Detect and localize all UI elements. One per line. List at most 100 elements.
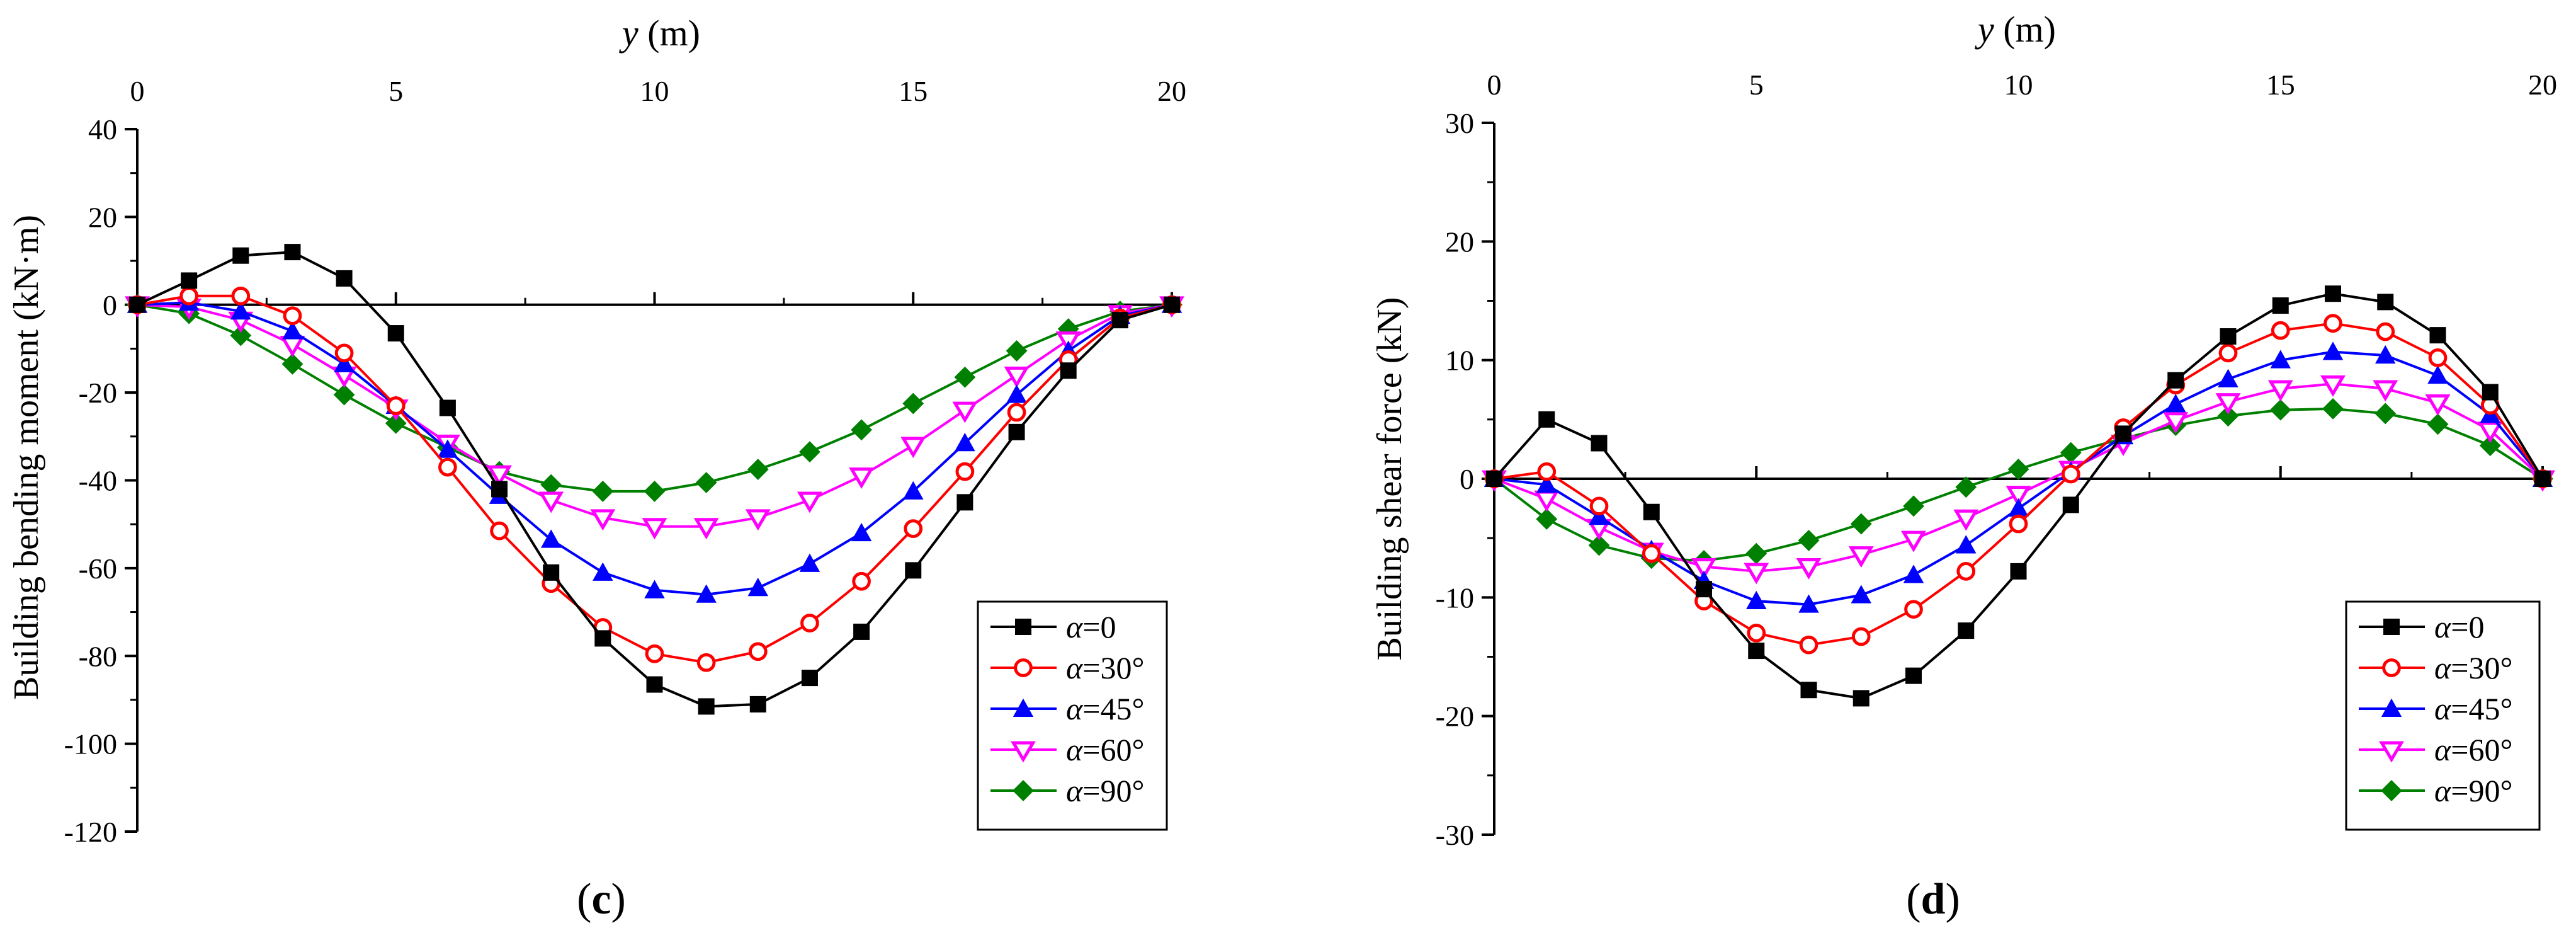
data-point	[1958, 622, 1975, 639]
data-point	[2320, 375, 2346, 397]
data-point	[1642, 544, 1661, 563]
data-point	[2322, 398, 2344, 420]
data-point	[437, 439, 458, 458]
data-point	[1589, 507, 1609, 525]
data-point	[905, 562, 922, 579]
data-point	[387, 325, 404, 342]
data-point	[538, 491, 564, 513]
series	[127, 292, 1183, 603]
x-axis-title: y (m)	[1975, 9, 2056, 50]
data-point	[2324, 314, 2342, 333]
data-point	[1588, 534, 1610, 556]
data-point	[956, 494, 973, 511]
legend-label-greek: α	[1066, 773, 1084, 808]
panel-label-letter: c	[591, 875, 611, 924]
data-point	[851, 522, 872, 542]
data-point	[1799, 635, 1819, 655]
legend-label: α=0	[2434, 609, 2484, 644]
data-point	[695, 472, 717, 493]
data-point	[386, 396, 406, 415]
panel-label: (c)	[577, 875, 626, 924]
data-point	[2163, 412, 2189, 434]
data-point	[2008, 498, 2029, 517]
data-point	[1853, 690, 1870, 707]
data-point	[1538, 411, 1555, 428]
data-point	[230, 301, 251, 320]
data-point	[2267, 380, 2293, 402]
legend-item: α=60°	[2359, 732, 2512, 767]
x-axis-title-var: y	[619, 13, 638, 54]
data-point	[2009, 514, 2028, 534]
data-point	[1745, 542, 1767, 564]
data-point	[1796, 558, 1822, 580]
data-point	[181, 272, 198, 289]
data-point	[491, 481, 508, 498]
data-point	[2325, 285, 2341, 302]
legend-label-greek: α	[2434, 732, 2452, 767]
data-point	[1903, 495, 1924, 517]
data-point	[1953, 509, 1979, 531]
series	[129, 244, 1180, 715]
data-point	[2010, 563, 2027, 580]
legend-swatch-marker	[1014, 658, 1033, 677]
y-tick-label: 30	[1445, 107, 1474, 139]
legend-item: α=90°	[2359, 773, 2512, 808]
chart-panel-c: y (m) Building bending moment (kN·m) (c)…	[7, 13, 1186, 924]
legend-label-value: =60°	[1082, 732, 1144, 767]
legend-item: α=45°	[2359, 691, 2512, 726]
series-line	[1493, 407, 2544, 563]
x-tick-label: 15	[899, 75, 928, 107]
x-tick-label: 10	[640, 75, 669, 107]
data-point	[487, 465, 513, 487]
data-point	[281, 353, 304, 375]
data-point	[900, 437, 926, 459]
legend-label: α=45°	[1066, 691, 1144, 726]
data-point	[645, 644, 664, 663]
data-point	[853, 623, 870, 640]
data-point	[231, 286, 251, 306]
legend-label: α=30°	[1066, 650, 1144, 685]
data-point	[1004, 366, 1030, 388]
legend: α=0α=30°α=45°α=60°α=90°	[2345, 600, 2541, 831]
chart-panel-d: y (m) Building shear force (kN) (d) 30 20…	[1370, 9, 2557, 924]
data-point	[333, 384, 355, 406]
data-point	[799, 441, 820, 463]
legend-swatch-marker	[2381, 698, 2402, 717]
data-point	[1747, 623, 1766, 643]
data-point	[748, 642, 768, 661]
data-point	[2375, 403, 2397, 425]
data-point	[2479, 435, 2501, 457]
data-point	[2534, 471, 2551, 487]
data-point	[490, 521, 509, 541]
legend-label-greek: α	[1066, 609, 1084, 644]
data-point	[283, 306, 302, 326]
data-point	[903, 481, 924, 500]
legend-label: α=0	[1066, 609, 1116, 644]
data-point	[2165, 394, 2186, 413]
legend-swatch-marker	[1013, 698, 1034, 717]
data-point	[2429, 327, 2446, 344]
legend-label-value: =60°	[2451, 732, 2512, 767]
data-point	[2272, 297, 2289, 314]
legend-swatch-marker	[1015, 619, 1031, 635]
data-point	[1060, 362, 1077, 379]
data-point	[2269, 399, 2291, 421]
y-tick-label: -10	[1436, 581, 1474, 614]
legend-label: α=90°	[1066, 773, 1144, 808]
data-point	[543, 564, 560, 581]
data-point	[1800, 682, 1817, 699]
data-point	[747, 577, 769, 597]
data-point	[1851, 585, 1871, 604]
data-point	[2115, 425, 2131, 442]
legend-label-value: =30°	[2451, 650, 2512, 685]
data-point	[2477, 421, 2503, 444]
data-point	[696, 584, 717, 603]
legend-item: α=30°	[2359, 650, 2512, 685]
data-point	[1006, 384, 1027, 403]
x-tick-label: 5	[1749, 69, 1764, 101]
legend-label-greek: α	[2434, 609, 2452, 644]
data-point	[2167, 372, 2184, 389]
data-point	[1536, 474, 1557, 493]
legend-label: α=60°	[1066, 732, 1144, 767]
y-axis-title: Building shear force (kN)	[1370, 297, 1409, 661]
